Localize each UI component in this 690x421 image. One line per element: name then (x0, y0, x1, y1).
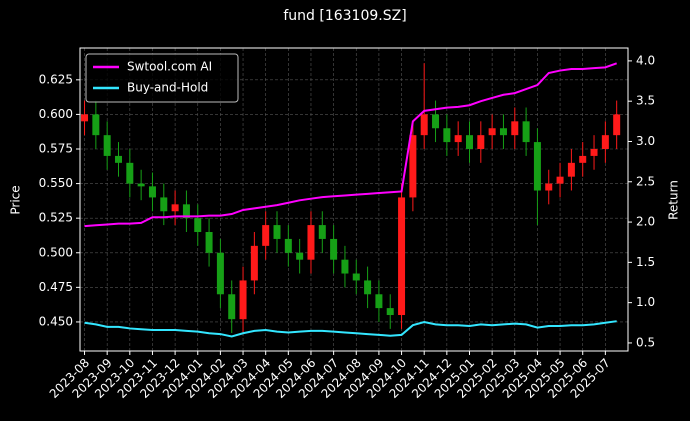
y-tick-label: 0.450 (39, 314, 73, 328)
plot-frame (79, 47, 629, 352)
candle-body (114, 155, 122, 163)
candle-body (590, 149, 598, 156)
legend-box (85, 53, 239, 103)
candle-body (579, 155, 587, 163)
candle-body (601, 135, 609, 149)
candle-body (194, 218, 202, 233)
candle-body (273, 225, 281, 239)
candle-body (148, 186, 156, 198)
candle-body (92, 114, 100, 136)
y-tick-label: 0.575 (39, 142, 73, 156)
candle-body (307, 225, 315, 260)
candle-body (228, 294, 236, 320)
candle-body (205, 232, 213, 253)
candle-body (341, 259, 349, 274)
chart-title: fund [163109.SZ] (283, 8, 406, 24)
candle-body (330, 238, 338, 260)
candle-body (137, 183, 145, 187)
candle-body (182, 204, 190, 219)
candle-body (171, 204, 179, 212)
candle-body (296, 252, 304, 260)
y2-tick-label: 1.0 (636, 295, 655, 309)
legend-label: Swtool.com AI (127, 60, 212, 74)
candle-body (488, 128, 496, 136)
candle-body (511, 121, 519, 136)
candle-body (160, 197, 168, 212)
y2-tick-label: 3.0 (636, 134, 655, 148)
legend-label: Buy-and-Hold (127, 81, 208, 95)
candle-body (398, 197, 406, 316)
candle-body (443, 128, 451, 143)
y2-axis-label: Return (667, 180, 681, 220)
y-tick-label: 0.625 (39, 72, 73, 86)
y2-tick-label: 3.5 (636, 94, 655, 108)
candle-body (386, 308, 394, 316)
candle-body (81, 114, 89, 122)
y2-tick-label: 1.5 (636, 255, 655, 269)
y2-tick-label: 0.5 (636, 335, 655, 349)
candle-body (522, 121, 530, 143)
y-axis-label: Price (9, 185, 23, 214)
candle-body (499, 128, 507, 136)
y2-tick-label: 2.0 (636, 215, 655, 229)
y2-tick-label: 2.5 (636, 174, 655, 188)
candle-body (454, 135, 462, 143)
candle-body (465, 135, 473, 149)
candle-body (216, 252, 224, 295)
y2-tick-label: 4.0 (636, 53, 655, 67)
y-tick-label: 0.500 (39, 245, 73, 259)
candle-body (556, 176, 564, 184)
return-line (84, 320, 617, 338)
candle-body (409, 135, 417, 198)
candle-body (126, 162, 134, 184)
y-tick-label: 0.475 (39, 280, 73, 294)
candle-body (533, 142, 541, 191)
candle-body (432, 114, 440, 129)
candle-body (567, 162, 575, 177)
candle-body (103, 135, 111, 156)
candle-body (375, 294, 383, 309)
y-tick-label: 0.600 (39, 107, 73, 121)
return-line (84, 62, 618, 228)
candle-body (613, 114, 621, 136)
candle-body (477, 135, 485, 149)
legend: Swtool.com AI Buy-and-Hold (85, 53, 239, 103)
candle-body (284, 238, 292, 253)
y-tick-label: 0.550 (39, 176, 73, 190)
candle-body (352, 273, 360, 281)
candle-body (545, 183, 553, 191)
candle-body (364, 280, 372, 295)
candle-body (420, 114, 428, 136)
candle-body (262, 225, 270, 246)
candle-body (239, 280, 247, 320)
candle-body (250, 245, 258, 281)
y-tick-label: 0.525 (39, 211, 73, 225)
candle-body (318, 225, 326, 239)
